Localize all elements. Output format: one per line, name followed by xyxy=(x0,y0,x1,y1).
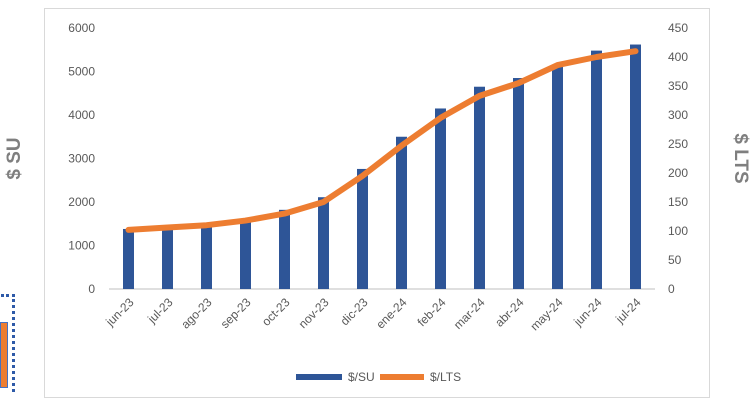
line-point-lts xyxy=(399,143,404,149)
x-tick-label: jul-23 xyxy=(144,295,176,327)
y2-tick-label: 300 xyxy=(668,108,688,122)
y-tick-label: 2000 xyxy=(68,195,95,209)
line-point-lts xyxy=(243,218,248,224)
line-layer xyxy=(125,48,639,233)
y-tick-label: 3000 xyxy=(68,152,95,166)
line-point-lts xyxy=(516,80,521,86)
legend-label-lts: $/LTS xyxy=(430,370,461,384)
legend-swatch-su xyxy=(296,374,342,380)
x-tick-label: oct-23 xyxy=(259,295,293,329)
y-tick-label: 4000 xyxy=(68,108,95,122)
legend-label-su: $/SU xyxy=(348,370,375,384)
line-point-lts xyxy=(633,48,638,54)
y2-tick-label: 0 xyxy=(668,282,675,296)
bar-su xyxy=(552,64,563,289)
y-tick-label: 1000 xyxy=(68,239,95,253)
x-tick-label: jun-24 xyxy=(570,295,604,329)
y-tick-label: 0 xyxy=(88,282,95,296)
y2-tick-label: 400 xyxy=(668,50,688,64)
x-tick-label: ago-23 xyxy=(178,295,215,332)
x-tick-label: may-24 xyxy=(527,295,565,333)
line-point-lts xyxy=(321,199,326,205)
y2-axis-title: $ LTS xyxy=(730,133,751,183)
bar-su xyxy=(162,228,173,289)
line-point-lts xyxy=(165,225,170,231)
bar-su xyxy=(474,86,485,289)
line-point-lts xyxy=(126,227,131,233)
x-tick-label: dic-23 xyxy=(338,295,371,328)
x-tick-label: jul-24 xyxy=(612,295,644,327)
x-tick-label: sep-23 xyxy=(218,295,254,331)
y2-tick-label: 50 xyxy=(668,253,682,267)
bar-su xyxy=(240,220,251,289)
line-point-lts xyxy=(360,173,365,179)
bar-su xyxy=(123,228,134,289)
x-tick-label: feb-24 xyxy=(415,295,449,329)
bar-su xyxy=(201,225,212,289)
line-point-lts xyxy=(594,54,599,60)
bar-su xyxy=(435,108,446,289)
y2-tick-label: 450 xyxy=(668,21,688,35)
x-tick-label: nov-23 xyxy=(296,295,332,331)
y2-tick-label: 150 xyxy=(668,195,688,209)
x-tick-label: abr-24 xyxy=(492,295,527,330)
y-tick-label: 6000 xyxy=(68,21,95,35)
dotted-border-decoration xyxy=(1,294,15,392)
y2-tick-label: 200 xyxy=(668,166,688,180)
y-axis-title: $ SU xyxy=(4,137,25,179)
bar-su xyxy=(591,50,602,290)
line-point-lts xyxy=(282,211,287,217)
x-tick-label: jun-23 xyxy=(102,295,136,329)
y-tick-label: 5000 xyxy=(68,65,95,79)
bar-su xyxy=(513,78,524,290)
line-point-lts xyxy=(438,115,443,121)
line-point-lts xyxy=(204,222,209,228)
line-point-lts xyxy=(555,62,560,68)
y2-tick-label: 350 xyxy=(668,79,688,93)
bar-su xyxy=(318,197,329,289)
bar-su xyxy=(396,136,407,289)
y2-tick-label: 100 xyxy=(668,224,688,238)
legend-layer: $/SU $/LTS xyxy=(296,370,461,384)
bar-su xyxy=(357,168,368,289)
line-point-lts xyxy=(477,93,482,99)
line-lts xyxy=(125,48,639,233)
bars-layer xyxy=(123,44,641,290)
bar-su xyxy=(630,44,641,289)
bar-su xyxy=(279,209,290,289)
y2-tick-label: 250 xyxy=(668,137,688,151)
legend-swatch-lts xyxy=(380,374,424,380)
orange-bar-decoration xyxy=(0,322,8,388)
x-tick-label: mar-24 xyxy=(451,295,488,332)
x-tick-label: ene-24 xyxy=(373,295,410,332)
